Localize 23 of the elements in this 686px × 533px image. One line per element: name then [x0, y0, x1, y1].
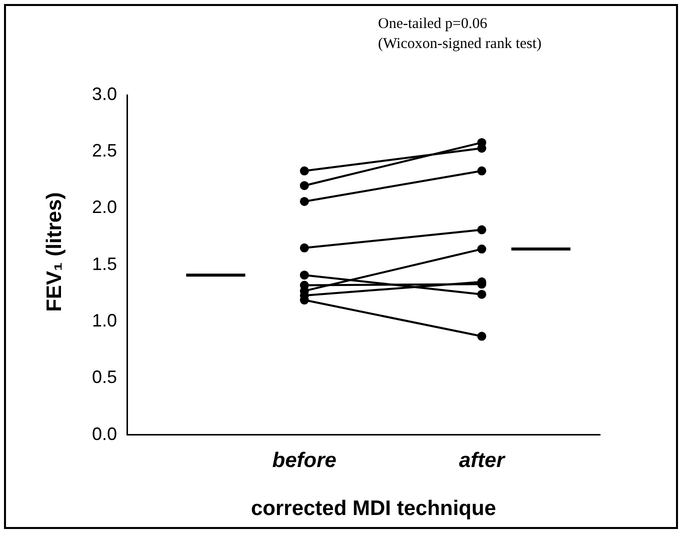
point [477, 244, 486, 254]
point [300, 196, 309, 206]
y-axis-title: FEV₁ (litres) [43, 191, 67, 314]
y-tick-label: 1.5 [92, 254, 118, 274]
point [477, 166, 486, 176]
y-tick-label: 2.0 [92, 197, 118, 218]
x-axis-title: corrected MDI technique [250, 497, 498, 521]
point [477, 225, 486, 234]
point [300, 243, 309, 252]
text: (Wicoxon-signed rank test) [378, 35, 542, 54]
y-tick-label: 0.5 [92, 367, 118, 388]
point [477, 290, 486, 299]
x-tick-label: before [272, 449, 337, 472]
point [300, 181, 309, 190]
text: One-tailed p=0.06 [378, 15, 488, 34]
y-tick-label: 0.0 [92, 424, 118, 444]
point [477, 332, 486, 341]
point [300, 270, 309, 280]
y-tick-label: 2.5 [92, 140, 118, 161]
y-tick-label: 1.0 [92, 310, 118, 330]
y-tick-label: 3.0 [92, 84, 118, 104]
x-tick-label: after [458, 449, 506, 472]
point [300, 166, 309, 176]
